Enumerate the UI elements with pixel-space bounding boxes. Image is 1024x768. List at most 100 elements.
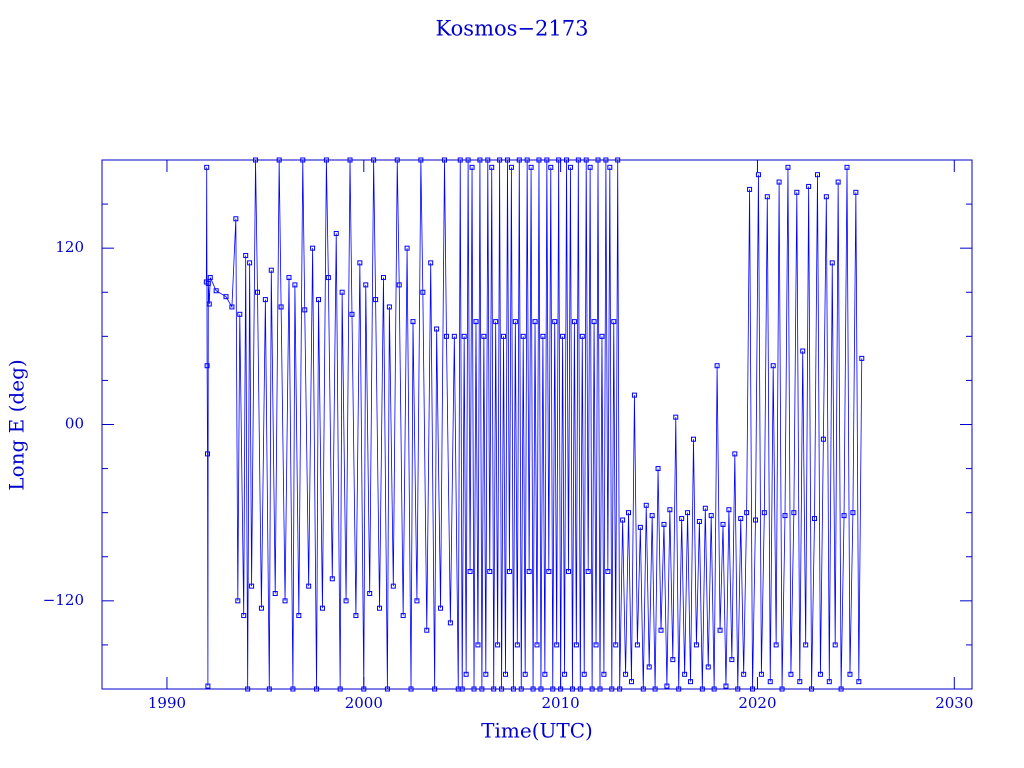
y-tick-label: 120 bbox=[55, 238, 84, 256]
data-point bbox=[544, 157, 550, 163]
data-point bbox=[241, 613, 247, 619]
data-point bbox=[233, 216, 239, 222]
data-point bbox=[615, 157, 621, 163]
data-point bbox=[611, 319, 617, 325]
data-point bbox=[471, 686, 477, 692]
data-point bbox=[524, 157, 530, 163]
data-point bbox=[693, 642, 699, 648]
data-point bbox=[254, 289, 260, 295]
data-point bbox=[223, 294, 229, 300]
data-point bbox=[243, 253, 249, 259]
data-point bbox=[526, 568, 532, 574]
data-point bbox=[463, 671, 469, 677]
data-point bbox=[741, 671, 747, 677]
data-point bbox=[536, 157, 542, 163]
data-point bbox=[400, 613, 406, 619]
data-point bbox=[747, 186, 753, 192]
data-point bbox=[832, 642, 838, 648]
data-point bbox=[296, 613, 302, 619]
data-point bbox=[595, 157, 601, 163]
data-point bbox=[776, 179, 782, 185]
data-point bbox=[667, 507, 673, 513]
data-point bbox=[451, 333, 457, 339]
data-point bbox=[534, 642, 540, 648]
data-point bbox=[755, 172, 761, 178]
data-point bbox=[258, 605, 264, 611]
data-point bbox=[276, 157, 282, 163]
x-tick-label: 2030 bbox=[935, 694, 973, 712]
data-point bbox=[643, 502, 649, 508]
data-point bbox=[253, 157, 259, 163]
data-point bbox=[575, 157, 581, 163]
data-point bbox=[820, 436, 826, 442]
data-point bbox=[809, 686, 815, 692]
data-point bbox=[204, 164, 210, 170]
data-point bbox=[794, 189, 800, 195]
data-point bbox=[394, 157, 400, 163]
data-point bbox=[510, 686, 516, 692]
data-point bbox=[272, 590, 278, 596]
data-point bbox=[420, 289, 426, 295]
data-point bbox=[408, 686, 414, 692]
data-point bbox=[758, 671, 764, 677]
data-point bbox=[268, 267, 274, 273]
data-point bbox=[696, 518, 702, 524]
data-point bbox=[349, 311, 355, 317]
data-point bbox=[699, 686, 705, 692]
data-point bbox=[552, 319, 558, 325]
data-point bbox=[390, 583, 396, 589]
data-point bbox=[562, 671, 568, 677]
data-point bbox=[237, 311, 243, 317]
data-point bbox=[655, 466, 661, 472]
data-point bbox=[646, 664, 652, 670]
data-point bbox=[585, 568, 591, 574]
data-point bbox=[567, 164, 573, 170]
data-point bbox=[599, 333, 605, 339]
data-point bbox=[628, 679, 634, 685]
data-point bbox=[205, 451, 211, 457]
data-point bbox=[664, 683, 670, 689]
data-point bbox=[803, 642, 809, 648]
data-point bbox=[679, 516, 685, 522]
data-point bbox=[432, 686, 438, 692]
x-axis-label: Time(UTC) bbox=[481, 719, 593, 743]
data-point bbox=[577, 686, 583, 692]
data-point bbox=[314, 686, 320, 692]
data-point bbox=[620, 517, 626, 523]
data-point bbox=[206, 301, 212, 307]
data-point bbox=[333, 230, 339, 236]
data-point bbox=[670, 657, 676, 663]
data-point bbox=[487, 568, 493, 574]
data-point bbox=[371, 157, 377, 163]
data-point bbox=[428, 260, 434, 266]
data-point bbox=[723, 683, 729, 689]
data-point bbox=[302, 307, 308, 313]
data-point bbox=[522, 671, 528, 677]
data-point bbox=[493, 319, 499, 325]
data-point bbox=[204, 363, 210, 369]
data-point bbox=[310, 245, 316, 251]
x-tick-label: 2010 bbox=[542, 694, 580, 712]
data-point bbox=[319, 605, 325, 611]
data-point bbox=[548, 164, 554, 170]
data-point bbox=[847, 671, 853, 677]
data-point bbox=[469, 164, 475, 170]
data-point bbox=[708, 513, 714, 519]
data-point bbox=[339, 289, 345, 295]
data-point bbox=[841, 513, 847, 519]
data-point bbox=[447, 620, 453, 626]
data-point bbox=[738, 516, 744, 522]
data-point bbox=[682, 671, 688, 677]
x-tick-label: 2000 bbox=[345, 694, 383, 712]
data-point bbox=[826, 679, 832, 685]
data-point bbox=[518, 686, 524, 692]
data-point bbox=[542, 671, 548, 677]
data-point bbox=[540, 333, 546, 339]
data-point bbox=[565, 568, 571, 574]
x-tick-label: 1990 bbox=[148, 694, 186, 712]
data-point bbox=[764, 194, 770, 200]
data-point bbox=[457, 157, 463, 163]
data-point bbox=[601, 671, 607, 677]
data-point bbox=[205, 683, 211, 689]
